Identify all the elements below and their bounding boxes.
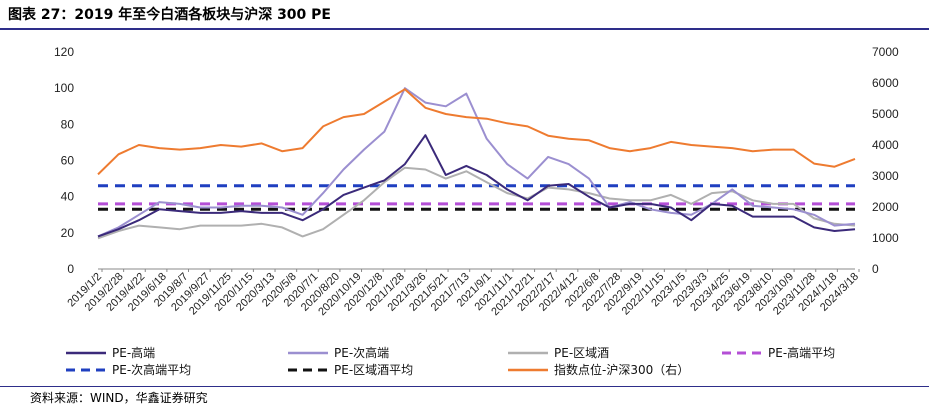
series-line bbox=[97, 134, 856, 238]
legend-label: PE-高端平均 bbox=[768, 345, 835, 360]
title-rule bbox=[0, 28, 929, 30]
y-right-tick-label: 2000 bbox=[872, 200, 899, 214]
y-left-tick-label: 0 bbox=[67, 262, 74, 276]
legend-label: PE-高端 bbox=[112, 345, 155, 360]
y-left-tick-label: 80 bbox=[61, 117, 75, 131]
y-left-tick-label: 40 bbox=[61, 190, 75, 204]
y-left-tick-label: 100 bbox=[54, 81, 74, 95]
series-line bbox=[97, 88, 856, 176]
y-right-tick-label: 6000 bbox=[872, 76, 899, 90]
y-left-tick-label: 120 bbox=[54, 45, 74, 59]
y-right-tick-label: 4000 bbox=[872, 138, 899, 152]
series-line bbox=[97, 87, 856, 238]
legend-label: PE-次高端 bbox=[334, 345, 389, 360]
y-right-tick-label: 7000 bbox=[872, 45, 899, 59]
source-rule bbox=[0, 386, 929, 387]
legend-label: PE-区域酒 bbox=[554, 346, 609, 360]
legend-label: PE-区域酒平均 bbox=[334, 363, 413, 377]
y-right-tick-label: 3000 bbox=[872, 169, 899, 183]
y-right-tick-label: 0 bbox=[872, 262, 879, 276]
pe-line-chart: 0 20 40 60 80 100 120 0 1000 2000 3000 4000 5000 6000… bbox=[54, 45, 899, 377]
chart-title: 图表 27：2019 年至今白酒各板块与沪深 300 PE bbox=[8, 7, 331, 23]
y-right-tick-label: 5000 bbox=[872, 107, 899, 121]
source-note: 资料来源：WIND，华鑫证券研究 bbox=[30, 391, 208, 405]
legend-label: PE-次高端平均 bbox=[112, 362, 191, 377]
y-right-tick-label: 1000 bbox=[872, 231, 899, 245]
y-left-tick-label: 60 bbox=[61, 154, 75, 168]
legend-label: 指数点位-沪深300（右） bbox=[554, 362, 689, 377]
y-left-tick-label: 20 bbox=[61, 226, 75, 240]
